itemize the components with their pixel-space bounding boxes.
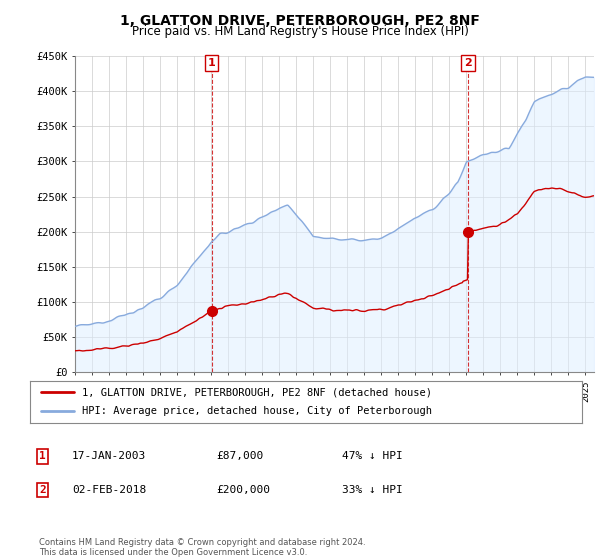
Text: 47% ↓ HPI: 47% ↓ HPI: [342, 451, 403, 461]
Text: 02-FEB-2018: 02-FEB-2018: [72, 485, 146, 495]
Text: 2: 2: [464, 58, 472, 68]
Text: 1: 1: [208, 58, 215, 68]
Text: 17-JAN-2003: 17-JAN-2003: [72, 451, 146, 461]
Text: HPI: Average price, detached house, City of Peterborough: HPI: Average price, detached house, City…: [82, 407, 433, 417]
Text: 1, GLATTON DRIVE, PETERBOROUGH, PE2 8NF: 1, GLATTON DRIVE, PETERBOROUGH, PE2 8NF: [120, 14, 480, 28]
Text: £87,000: £87,000: [216, 451, 263, 461]
Text: Price paid vs. HM Land Registry's House Price Index (HPI): Price paid vs. HM Land Registry's House …: [131, 25, 469, 38]
Text: £200,000: £200,000: [216, 485, 270, 495]
Text: 2: 2: [39, 485, 46, 495]
Text: 1, GLATTON DRIVE, PETERBOROUGH, PE2 8NF (detached house): 1, GLATTON DRIVE, PETERBOROUGH, PE2 8NF …: [82, 387, 433, 397]
Text: 1: 1: [39, 451, 46, 461]
Text: Contains HM Land Registry data © Crown copyright and database right 2024.
This d: Contains HM Land Registry data © Crown c…: [39, 538, 365, 557]
Text: 33% ↓ HPI: 33% ↓ HPI: [342, 485, 403, 495]
